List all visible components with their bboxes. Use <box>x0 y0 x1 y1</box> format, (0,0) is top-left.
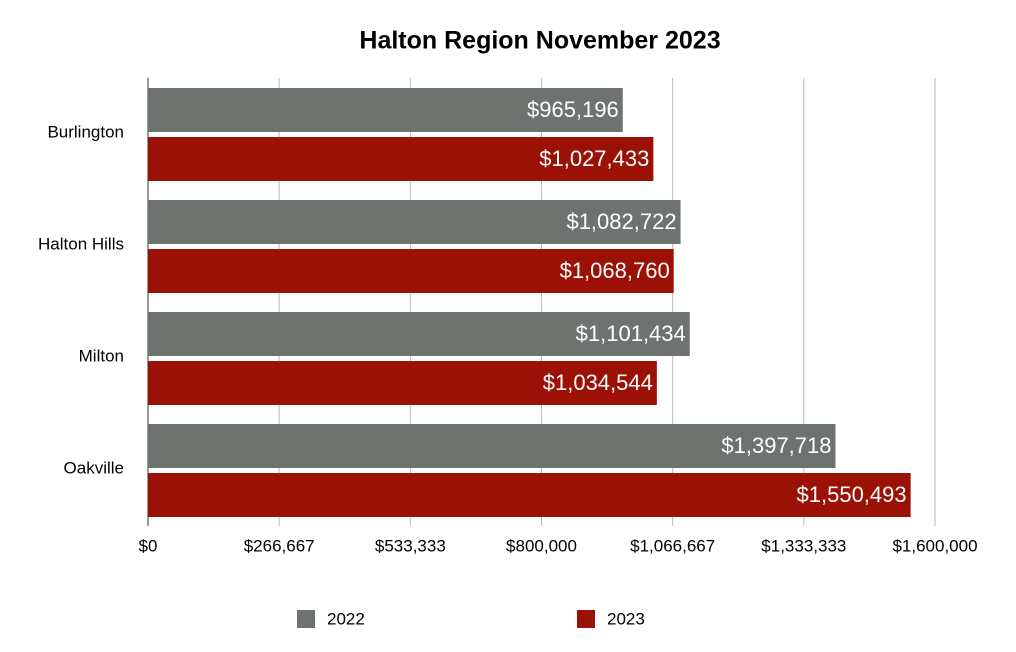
x-tick-label: $1,333,333 <box>761 536 846 555</box>
bar <box>148 361 657 405</box>
legend-swatch <box>577 610 595 628</box>
data-label: $1,101,434 <box>576 321 686 346</box>
x-tick-label: $533,333 <box>375 536 446 555</box>
x-tick-label: $0 <box>139 536 158 555</box>
data-label: $1,082,722 <box>566 209 676 234</box>
bar <box>148 200 681 244</box>
bar <box>148 473 911 517</box>
x-tick-label: $1,600,000 <box>892 536 977 555</box>
bar <box>148 424 836 468</box>
bar <box>148 137 654 181</box>
legend-swatch <box>297 610 315 628</box>
chart-title: Halton Region November 2023 <box>359 27 720 55</box>
data-label: $1,034,544 <box>543 370 653 395</box>
y-tick-label: Halton Hills <box>38 234 124 253</box>
x-tick-label: $1,066,667 <box>630 536 715 555</box>
data-label: $1,027,433 <box>539 146 649 171</box>
y-tick-label: Burlington <box>47 122 124 141</box>
bar <box>148 88 623 132</box>
x-tick-label: $266,667 <box>244 536 315 555</box>
bar <box>148 249 674 293</box>
data-label: $1,397,718 <box>721 433 831 458</box>
y-tick-label: Oakville <box>64 458 124 477</box>
y-tick-label: Milton <box>79 346 124 365</box>
bar <box>148 312 690 356</box>
data-label: $965,196 <box>527 97 619 122</box>
legend-label: 2023 <box>607 609 645 628</box>
legend-label: 2022 <box>327 609 365 628</box>
data-label: $1,068,760 <box>560 258 670 283</box>
x-tick-label: $800,000 <box>506 536 577 555</box>
data-label: $1,550,493 <box>797 482 907 507</box>
